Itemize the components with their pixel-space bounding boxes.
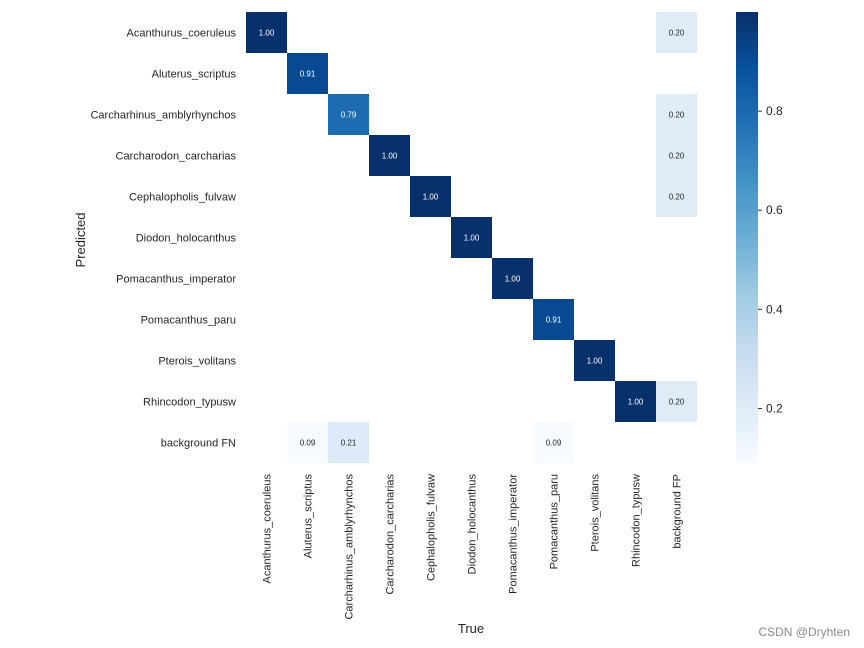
cell-value-label: 0.20: [669, 398, 685, 407]
heatmap-cell: [656, 176, 697, 217]
cell-value-label: 1.00: [587, 357, 603, 366]
cell-value-label: 0.20: [669, 29, 685, 38]
x-tick-label: Cephalopholis_fulvaw: [426, 474, 438, 581]
y-tick-label: Rhincodon_typusw: [143, 397, 236, 409]
x-tick-label: Acanthurus_coeruleus: [262, 474, 274, 584]
watermark: CSDN @Dryhten: [758, 625, 850, 639]
heatmap-cell: [328, 94, 369, 135]
heatmap-cell: [328, 422, 369, 463]
heatmap-cell: [574, 340, 615, 381]
cell-value-label: 0.79: [341, 111, 357, 120]
cell-value-label: 1.00: [628, 398, 644, 407]
x-tick-label: Rhincodon_typusw: [631, 474, 643, 567]
y-tick-label: Pterois_volitans: [158, 356, 236, 368]
colorbar-tick-label: 0.8: [766, 104, 783, 118]
y-tick-label: Pomacanthus_paru: [141, 315, 236, 327]
cell-value-label: 0.09: [300, 439, 316, 448]
heatmap-cell: [451, 217, 492, 258]
cell-value-label: 0.21: [341, 439, 357, 448]
heatmap-cell: [615, 381, 656, 422]
heatmap-cell: [410, 176, 451, 217]
y-tick-label: Carcharodon_carcharias: [116, 151, 237, 163]
y-tick-labels: Acanthurus_coeruleus Aluterus_scriptus Car…: [90, 28, 236, 450]
cell-value-label: 1.00: [259, 29, 275, 38]
colorbar-tick-label: 0.6: [766, 203, 783, 217]
heatmap-cell: [656, 94, 697, 135]
cell-value-label: 1.00: [505, 275, 521, 284]
x-tick-label: Aluterus_scriptus: [303, 474, 315, 559]
x-tick-label: Pomacanthus_imperator: [508, 474, 520, 594]
cell-value-label: 0.91: [546, 316, 562, 325]
x-tick-label: Pterois_volitans: [590, 474, 602, 552]
heatmap-cells: 1.00 0.20 0.91 0.79 0.20 1.00 0.20 1.00 0.20 1.00…: [246, 12, 697, 463]
cell-value-label: 1.00: [464, 234, 480, 243]
heatmap-cell: [287, 422, 328, 463]
colorbar-ticks: 0.2 0.4 0.6 0.8: [758, 104, 783, 415]
cell-value-label: 0.09: [546, 439, 562, 448]
x-tick-label: Carcharhinus_amblyrhynchos: [344, 474, 356, 620]
y-tick-label: Acanthurus_coeruleus: [127, 28, 237, 40]
y-tick-label: Diodon_holocanthus: [136, 233, 237, 245]
colorbar-tick-label: 0.4: [766, 302, 783, 316]
cell-value-label: 0.91: [300, 70, 316, 79]
heatmap-cell: [533, 422, 574, 463]
y-axis-title: Predicted: [73, 213, 88, 268]
heatmap-cell: [656, 12, 697, 53]
heatmap-cell: [533, 299, 574, 340]
heatmap-cell: [492, 258, 533, 299]
heatmap-cell: [656, 135, 697, 176]
heatmap-cell: [287, 53, 328, 94]
heatmap-cell: [246, 12, 287, 53]
cell-value-label: 0.20: [669, 152, 685, 161]
cell-value-label: 1.00: [382, 152, 398, 161]
colorbar: [736, 12, 758, 463]
y-tick-label: Cephalopholis_fulvaw: [129, 192, 236, 204]
cell-value-label: 0.20: [669, 111, 685, 120]
colorbar-tick-label: 0.2: [766, 401, 783, 415]
x-tick-label: Carcharodon_carcharias: [385, 474, 397, 595]
cell-value-label: 0.20: [669, 193, 685, 202]
x-tick-labels: Acanthurus_coeruleus Aluterus_scriptus Car…: [262, 474, 684, 620]
cell-value-label: 1.00: [423, 193, 439, 202]
y-tick-label: Carcharhinus_amblyrhynchos: [90, 110, 236, 122]
x-tick-label: Pomacanthus_paru: [549, 474, 561, 569]
y-tick-label: Pomacanthus_imperator: [116, 274, 236, 286]
x-tick-label: Diodon_holocanthus: [467, 474, 479, 575]
x-tick-label: background FP: [672, 474, 684, 549]
x-axis-title: True: [458, 621, 484, 636]
heatmap-cell: [369, 135, 410, 176]
y-tick-label: Aluterus_scriptus: [152, 69, 237, 81]
y-tick-label: background FN: [161, 438, 236, 450]
heatmap-cell: [656, 381, 697, 422]
